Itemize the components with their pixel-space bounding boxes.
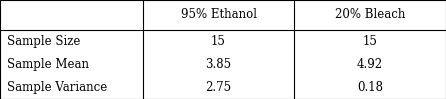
Text: 15: 15	[211, 35, 226, 48]
Text: 20% Bleach: 20% Bleach	[335, 8, 405, 21]
Text: 0.18: 0.18	[357, 81, 383, 94]
Text: 3.85: 3.85	[206, 58, 231, 71]
Text: 4.92: 4.92	[357, 58, 383, 71]
Text: 95% Ethanol: 95% Ethanol	[181, 8, 256, 21]
Text: Sample Size: Sample Size	[7, 35, 80, 48]
Text: Sample Variance: Sample Variance	[7, 81, 107, 94]
Text: Sample Mean: Sample Mean	[7, 58, 89, 71]
Text: 2.75: 2.75	[206, 81, 231, 94]
Text: 15: 15	[363, 35, 378, 48]
